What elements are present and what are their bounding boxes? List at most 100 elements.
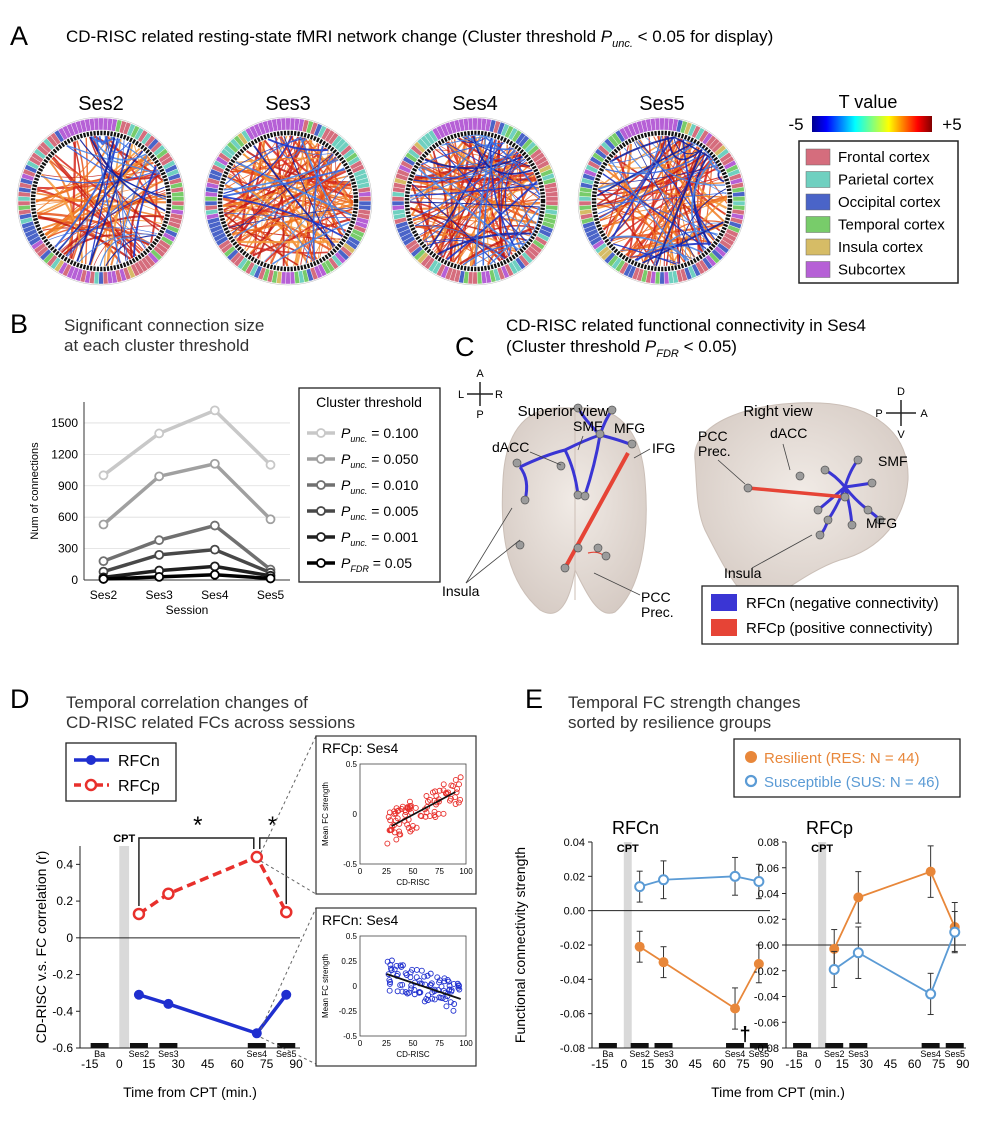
y-tick-label: 300 [58, 542, 78, 556]
data-point [265, 459, 276, 470]
session-marker [90, 1043, 109, 1048]
session-marker [945, 1043, 964, 1048]
link-negative [635, 141, 726, 186]
rfcp-strength-chart: RFCp CPT -0.08 -0.06 -0.04 -0.02 0.00 0.02 0.04 0… [754, 818, 970, 1071]
dagger-mark: † [739, 1024, 750, 1046]
x-tick-label: -15 [591, 1057, 609, 1071]
data-point [730, 1003, 741, 1014]
link-negative [223, 158, 339, 191]
link-negative [312, 145, 324, 261]
roi-node [820, 465, 830, 475]
region-swatch [805, 216, 831, 233]
link-positive [303, 137, 354, 204]
link-negative [132, 165, 157, 258]
right-view: Right view D V P A PCC Prec. dACC SMF MF… [694, 386, 928, 606]
region-swatch [805, 193, 831, 211]
data-point [209, 458, 220, 469]
inset-plot-area [359, 763, 467, 865]
resilient-series [829, 845, 960, 969]
link-positive [37, 154, 148, 217]
region-label: Temporal cortex [838, 217, 945, 234]
link-negative [610, 160, 687, 262]
y-tick-label: 600 [58, 510, 78, 524]
x-tick-label: Ses5 [257, 588, 285, 602]
y-tick-label: -0.08 [560, 1043, 585, 1055]
susceptible-series [828, 911, 961, 1016]
svg-text:dACC: dACC [492, 439, 529, 455]
data-point [209, 561, 220, 572]
data-point [634, 881, 646, 893]
link-negative [79, 139, 166, 198]
data-point [154, 471, 165, 482]
inset-x-tick: 75 [435, 1039, 444, 1048]
resilient-series [634, 930, 764, 1030]
link-negative [489, 207, 541, 265]
y-tick-label: 0.04 [758, 889, 779, 901]
series-line [833, 931, 956, 996]
legend-label: PFDR = 0.05 [341, 555, 412, 574]
resilient-legend-marker [745, 751, 757, 763]
x-tick-label: 15 [836, 1057, 850, 1071]
svg-text:L: L [458, 389, 464, 401]
rfcp-legend-marker [84, 778, 98, 792]
link-negative [518, 208, 541, 250]
significance-brackets: * * [138, 812, 287, 906]
link-positive [51, 158, 165, 215]
scatter-point [397, 982, 404, 989]
scatter-point [452, 801, 459, 807]
inset-x-label: CD-RISC [396, 1050, 430, 1059]
svg-text:R: R [495, 389, 503, 401]
link-positive [84, 137, 89, 265]
series-line [102, 461, 272, 526]
scatter-point [421, 973, 428, 980]
resilient-legend-text: Resilient (RES: N = 44) [764, 750, 919, 767]
panel-d-title-line1: Temporal correlation changes of [66, 693, 308, 712]
scatter-point [389, 823, 396, 830]
link-negative [326, 153, 337, 164]
scatter-point [385, 971, 392, 978]
link-positive [36, 192, 165, 219]
session-label: Ses4 [247, 1049, 268, 1059]
y-tick-label: 0.4 [56, 857, 73, 871]
inset-plot-area [359, 935, 467, 1037]
y-tick-label: -0.08 [754, 1043, 779, 1055]
panel-c-title-line1: CD-RISC related functional connectivity … [506, 316, 866, 335]
inset-y-tick: 0 [353, 982, 358, 991]
link-negative [666, 136, 703, 161]
superior-nodes [512, 403, 637, 573]
region-legend-box [798, 140, 959, 284]
scatter-point [450, 981, 457, 987]
series-5 [98, 569, 276, 584]
link-positive [253, 136, 294, 257]
session-label: Ses5 [749, 1049, 770, 1059]
link-negative [429, 137, 493, 249]
inset-x-tick: 25 [382, 867, 391, 876]
superior-view: Superior view A P L R dACC SMF MFG IFG I… [442, 368, 675, 620]
region-swatch [805, 261, 831, 278]
link-negative [283, 135, 334, 248]
rfcn-point [281, 989, 292, 1000]
circos-links [596, 135, 728, 267]
session-label: Ses2 [129, 1049, 150, 1059]
link-negative [305, 180, 351, 264]
region-segment [476, 271, 483, 285]
circos-ses4: Ses4 [390, 93, 560, 286]
svg-text:Insula: Insula [442, 583, 480, 599]
scatter-point [442, 996, 449, 1003]
legend-marker [316, 428, 326, 438]
link-positive [620, 141, 692, 253]
svg-text:P: P [476, 409, 483, 421]
roi-node [607, 405, 617, 415]
legend-marker [316, 454, 326, 464]
y-tick-label: -0.04 [754, 992, 779, 1004]
rfcn-point [163, 998, 174, 1009]
link-negative [673, 136, 703, 155]
link-positive [451, 189, 540, 262]
svg-text:V: V [897, 429, 905, 441]
roi-node [863, 505, 873, 515]
region-swatch [805, 238, 831, 256]
scatter-point [391, 822, 398, 828]
link-negative [424, 233, 532, 243]
x-axis-label: Time from CPT (min.) [123, 1084, 257, 1100]
link-negative [233, 167, 345, 239]
